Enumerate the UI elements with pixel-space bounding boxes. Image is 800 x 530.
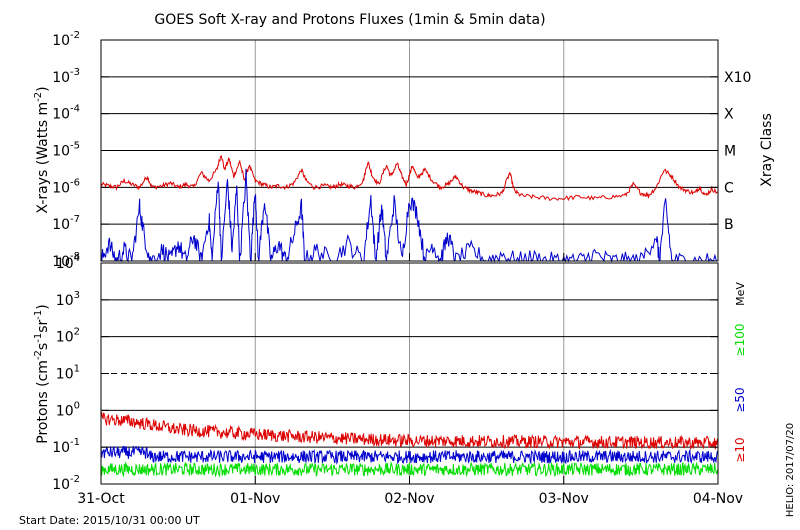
xray-panel: 10-8 10-7 10-6 10-5 10-4 10-3 10-2 B C M X X10 Xra… — [33, 30, 775, 270]
xray-class-label: M — [724, 144, 736, 160]
proton-grid — [101, 263, 718, 484]
x-axis-ticks: 31-Oct 01-Nov 02-Nov 03-Nov 04-Nov — [77, 253, 743, 507]
xray-y-label: X-rays (Watts m-2) — [33, 86, 51, 213]
proton-tick-label: 102 — [56, 327, 80, 346]
xray-tick-label: 10-6 — [52, 177, 80, 196]
xray-series-line — [100, 155, 719, 202]
proton-y-ticks: 10-2 10-1 100 101 102 103 104 — [52, 253, 718, 493]
xray-grid — [101, 40, 718, 261]
xray-tick-label: 10-7 — [52, 214, 80, 233]
proton-legend-label: ≥100 — [733, 324, 747, 357]
proton-tick-label: 103 — [56, 290, 80, 309]
xray-class-label: B — [724, 217, 734, 233]
xray-class-labels: B C M X X10 — [724, 70, 751, 233]
proton-tick-label: 10-2 — [52, 474, 80, 493]
chart-title: GOES Soft X-ray and Protons Fluxes (1min… — [154, 12, 545, 28]
xray-y-ticks: 10-8 10-7 10-6 10-5 10-4 10-3 10-2 — [52, 30, 718, 270]
xray-class-label: X10 — [724, 70, 751, 86]
proton-tick-label: 10-1 — [52, 437, 80, 456]
proton-legend-label: ≥10 — [733, 437, 747, 462]
xray-class-axis-label: Xray Class — [759, 113, 775, 187]
x-tick-label: 03-Nov — [539, 491, 589, 507]
start-date: Start Date: 2015/10/31 00:00 UT — [19, 514, 200, 527]
proton-legend: ≥100 ≥50 ≥10 — [733, 324, 747, 463]
xray-class-label: C — [724, 180, 734, 196]
credit-label: HELIO: 2017/07/20 — [785, 423, 796, 517]
proton-y-label: Protons (cm-2s-1sr-1) — [33, 304, 51, 443]
proton-panel: 10-2 10-1 100 101 102 103 104 ≥100 ≥50 ≥10 MeV P… — [33, 253, 747, 493]
xray-tick-label: 10-3 — [52, 67, 80, 86]
xray-tick-label: 10-2 — [52, 30, 80, 49]
proton-tick-label: 104 — [56, 253, 80, 272]
proton-unit-label: MeV — [734, 282, 747, 306]
proton-tick-label: 100 — [56, 400, 80, 419]
x-tick-label: 31-Oct — [77, 491, 125, 507]
proton-series-line — [100, 412, 719, 450]
xray-class-label: X — [724, 107, 734, 123]
proton-series-line — [100, 461, 719, 478]
proton-legend-label: ≥50 — [733, 387, 747, 412]
xray-tick-label: 10-8 — [52, 251, 80, 270]
x-tick-label: 04-Nov — [693, 491, 743, 507]
proton-tick-label: 101 — [56, 364, 80, 383]
x-tick-label: 02-Nov — [384, 491, 434, 507]
xray-tick-label: 10-5 — [52, 141, 80, 160]
proton-series — [100, 412, 719, 478]
x-tick-label: 01-Nov — [230, 491, 280, 507]
proton-series-line — [100, 445, 719, 465]
xray-tick-label: 10-4 — [52, 104, 80, 123]
